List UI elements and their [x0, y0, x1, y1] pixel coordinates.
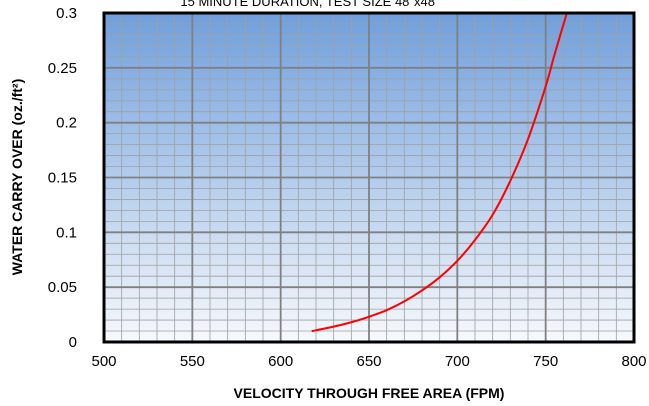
series-group: [311, 13, 568, 333]
x-tick-label: 700: [445, 353, 470, 370]
x-tick-label: 600: [268, 353, 293, 370]
y-tick-labels: 0 0.05 0.1 0.15 0.2 0.25 0.3: [48, 5, 77, 351]
y-tick-label: 0.2: [56, 115, 77, 132]
y-tick-label: 0: [69, 334, 77, 351]
x-tick-label: 650: [356, 353, 381, 370]
chart-title: 15 MINUTE DURATION, TEST SIZE 48"x48": [180, 0, 440, 9]
y-axis-label: WATER CARRY OVER (oz./ft²): [9, 79, 25, 276]
x-tick-label: 750: [533, 353, 558, 370]
x-tick-label: 550: [180, 353, 205, 370]
major-gridlines: [104, 13, 634, 342]
x-tick-labels: 500 550 600 650 700 750 800: [91, 353, 646, 370]
x-axis-label: VELOCITY THROUGH FREE AREA (FPM): [234, 385, 505, 401]
x-tick-label: 800: [621, 353, 646, 370]
y-tick-label: 0.25: [48, 60, 77, 77]
y-tick-label: 0.05: [48, 279, 77, 296]
plot-frame: [102, 11, 636, 344]
y-tick-label: 0.3: [56, 5, 77, 22]
x-tick-label: 500: [91, 353, 116, 370]
y-tick-label: 0.15: [48, 170, 77, 187]
series-line: [311, 13, 568, 333]
y-tick-label: 0.1: [56, 224, 77, 241]
